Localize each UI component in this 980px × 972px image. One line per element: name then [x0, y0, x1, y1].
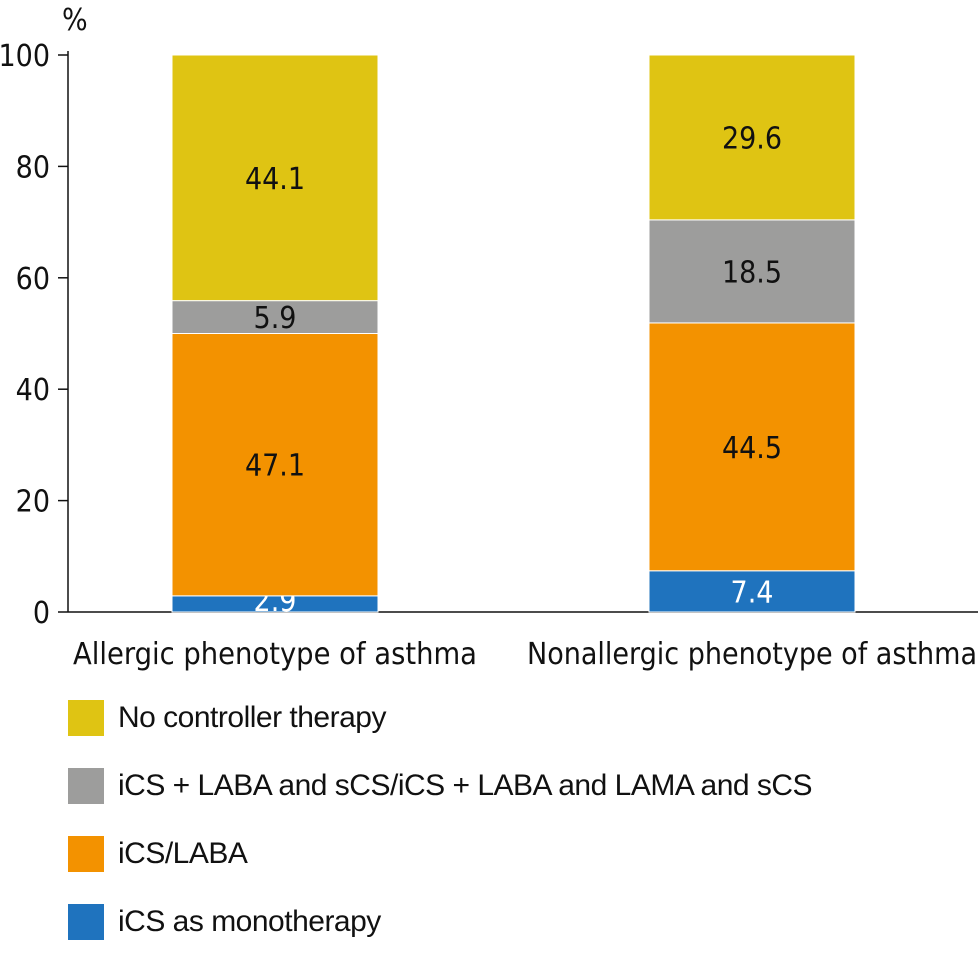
y-axis: 0 20 40 60 80 100 — [0, 39, 69, 631]
bar-data-label: 47.1 — [245, 449, 305, 484]
legend-swatch — [68, 836, 104, 872]
legend-item: No controller therapy — [68, 700, 968, 736]
bar-segment — [171, 333, 379, 597]
x-axis: Allergic phenotype of asthma Nonallergic … — [68, 611, 978, 672]
y-tick-label: 80 — [16, 150, 50, 185]
bar-stack: 7.4 44.5 18.5 29.6 — [648, 54, 856, 613]
legend-swatch — [68, 904, 104, 940]
bar-segment — [648, 322, 856, 572]
y-tick-label: 40 — [16, 373, 50, 408]
legend-item: iCS + LABA and sCS/iCS + LABA and LAMA a… — [68, 768, 968, 804]
bar-stack: 2.947.15.944.1 — [171, 54, 379, 619]
legend: No controller therapy iCS + LABA and sCS/… — [68, 700, 968, 972]
y-tick-label: 0 — [33, 596, 50, 631]
stacked-bar-chart: 0 20 40 60 80 100 Allergic phenotype of asthm… — [0, 3, 978, 672]
x-category-label: Allergic phenotype of asthma — [73, 637, 477, 672]
y-tick-label: 100 — [0, 39, 50, 74]
x-category-label: Nonallergic phenotype of asthma — [527, 637, 977, 672]
legend-label: No controller therapy — [118, 701, 386, 734]
bar-segment — [648, 219, 856, 324]
bar-segment — [648, 54, 856, 221]
bar-data-label: 5.9 — [254, 301, 297, 336]
legend-swatch — [68, 700, 104, 736]
bar-data-label: 44.1 — [245, 162, 305, 197]
legend-label: iCS as monotherapy — [118, 905, 381, 938]
y-tick-label: 20 — [16, 485, 50, 520]
bar-segment — [648, 570, 856, 613]
y-axis-unit-label: % — [62, 3, 88, 38]
bar-segment — [171, 54, 379, 302]
y-tick-label: 60 — [16, 262, 50, 297]
bar-data-label: 18.5 — [722, 255, 782, 290]
bar-data-label: 7.4 — [731, 575, 774, 610]
bar-data-label: 29.6 — [722, 121, 782, 156]
legend-item: iCS as monotherapy — [68, 904, 968, 940]
bars: 2.947.15.944.17.444.518.529.6 — [171, 54, 856, 619]
legend-item: iCS/LABA — [68, 836, 968, 872]
legend-label: iCS/LABA — [118, 837, 248, 870]
bar-data-label: 44.5 — [722, 431, 782, 466]
legend-swatch — [68, 768, 104, 804]
bar-segment — [171, 300, 379, 334]
legend-label: iCS + LABA and sCS/iCS + LABA and LAMA a… — [118, 769, 813, 802]
